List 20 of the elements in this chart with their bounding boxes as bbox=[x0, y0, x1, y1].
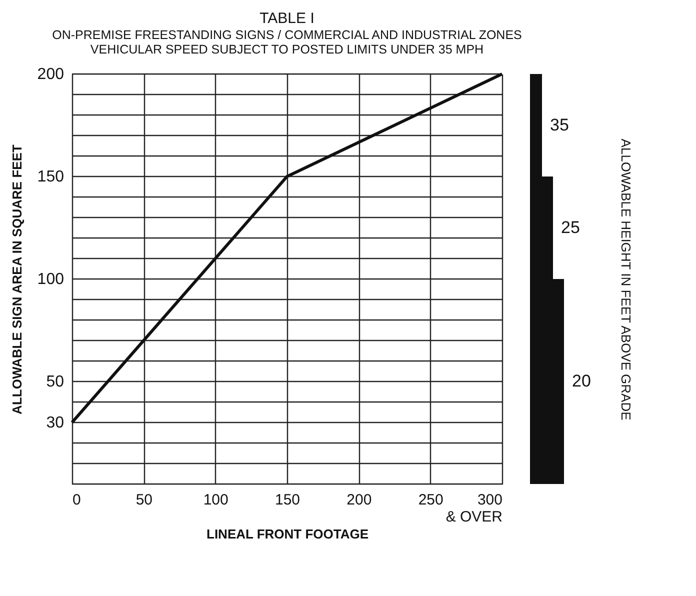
x-axis-title: LINEAL FRONT FOOTAGE bbox=[206, 526, 369, 542]
x-tick-label: 100 bbox=[203, 492, 228, 508]
y-tick-label: 50 bbox=[46, 374, 64, 390]
x-tick-label: 150 bbox=[274, 492, 300, 508]
y-axis-title: ALLOWABLE SIGN AREA IN SQUARE FEET bbox=[10, 144, 24, 414]
x-tick-label: 200 bbox=[346, 492, 372, 508]
chart-subtitle: ON-PREMISE FREESTANDING SIGNS / COMMERCIAL AND INDUSTRIAL ZONES VEHICULAR SPEED SUBJECT TO POSTED LIMITS UNDER 35 MPH bbox=[52, 28, 522, 56]
series-label: 25 bbox=[561, 218, 580, 237]
y-axis-title: ALLOWABLE HEIGHT IN FEET ABOVE GRADE bbox=[618, 138, 634, 421]
series-label: 20 bbox=[572, 372, 591, 390]
y-tick-label: 30 bbox=[46, 414, 64, 432]
x-tick-label: 0 bbox=[72, 492, 81, 508]
x-tick-label: 300 & OVER bbox=[446, 492, 503, 526]
series-label: 35 bbox=[550, 115, 569, 134]
x-tick-label: 250 bbox=[418, 492, 444, 508]
y-tick-label: 100 bbox=[37, 271, 64, 288]
chart-title: TABLE I bbox=[260, 10, 314, 27]
y-tick-label: 150 bbox=[37, 168, 64, 186]
x-tick-label: 50 bbox=[136, 492, 153, 508]
y-tick-label: 200 bbox=[37, 66, 64, 83]
